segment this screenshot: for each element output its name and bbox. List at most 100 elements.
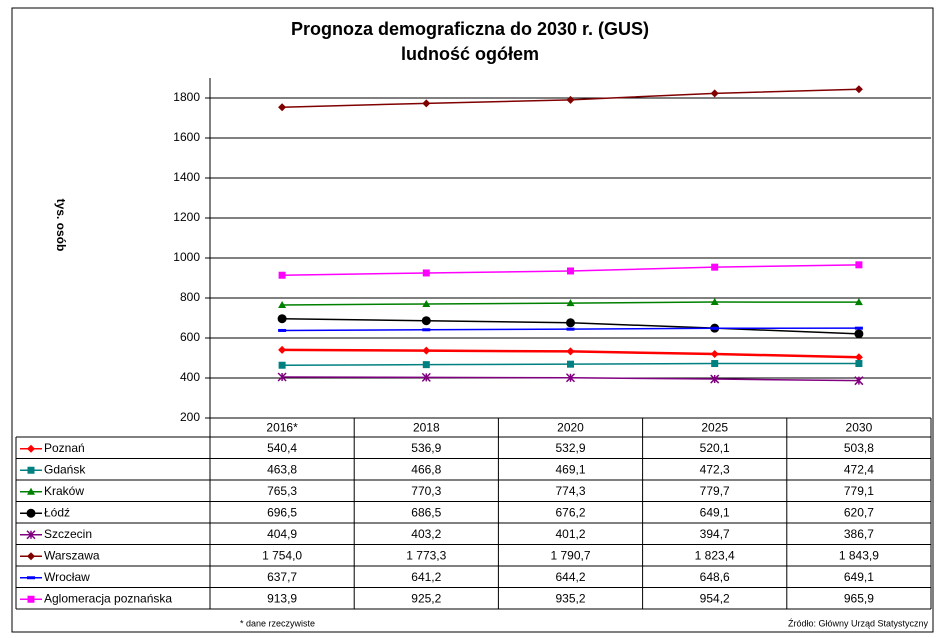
source: Źródło: Główny Urząd Statystyczny bbox=[788, 618, 929, 628]
x-tick-label: 2025 bbox=[701, 421, 728, 435]
table-value: 472,3 bbox=[700, 462, 730, 476]
marker bbox=[421, 316, 431, 326]
marker bbox=[278, 361, 286, 369]
marker bbox=[710, 374, 720, 384]
marker bbox=[278, 300, 287, 308]
marker bbox=[710, 298, 719, 306]
table-value: 540,4 bbox=[267, 441, 297, 455]
marker bbox=[710, 89, 719, 98]
y-tick-label: 1800 bbox=[173, 90, 200, 104]
table-value: 965,9 bbox=[844, 591, 874, 605]
table-value: 935,2 bbox=[555, 591, 585, 605]
table-value: 1 843,9 bbox=[839, 548, 879, 562]
y-tick-label: 200 bbox=[180, 410, 200, 424]
table-value: 913,9 bbox=[267, 591, 297, 605]
marker bbox=[854, 298, 863, 306]
y-tick-label: 800 bbox=[180, 290, 200, 304]
table-value: 696,5 bbox=[267, 505, 297, 519]
x-tick-label: 2020 bbox=[557, 421, 584, 435]
table-value: 770,3 bbox=[411, 484, 441, 498]
table-value: 466,8 bbox=[411, 462, 441, 476]
marker bbox=[422, 346, 431, 355]
x-tick-label: 2030 bbox=[846, 421, 873, 435]
marker bbox=[422, 361, 430, 369]
legend-label: Łódź bbox=[44, 505, 70, 519]
marker bbox=[27, 444, 35, 453]
table-value: 1 773,3 bbox=[406, 548, 446, 562]
legend-label: Kraków bbox=[44, 484, 84, 498]
marker bbox=[710, 349, 719, 358]
marker bbox=[565, 373, 576, 383]
table-value: 649,1 bbox=[700, 505, 730, 519]
legend-label: Aglomeracja poznańska bbox=[44, 591, 172, 605]
table-value: 779,7 bbox=[700, 484, 730, 498]
table-value: 765,3 bbox=[267, 484, 297, 498]
marker bbox=[278, 103, 287, 112]
marker bbox=[27, 552, 35, 561]
table-value: 404,9 bbox=[267, 527, 297, 541]
marker bbox=[422, 269, 430, 277]
table-value: 386,7 bbox=[844, 527, 874, 541]
marker bbox=[566, 347, 575, 356]
y-tick-label: 1200 bbox=[173, 210, 200, 224]
table-value: 1 790,7 bbox=[550, 548, 590, 562]
table-value: 1 823,4 bbox=[695, 548, 735, 562]
marker bbox=[26, 508, 36, 518]
marker bbox=[27, 487, 35, 495]
table-value: 394,7 bbox=[700, 527, 730, 541]
marker bbox=[422, 99, 431, 108]
marker bbox=[855, 261, 863, 269]
marker bbox=[711, 263, 719, 271]
marker bbox=[567, 267, 574, 275]
table-value: 648,6 bbox=[700, 570, 730, 584]
y-axis-label: tys. osób bbox=[54, 199, 68, 252]
marker bbox=[854, 353, 863, 362]
marker bbox=[421, 372, 431, 382]
marker bbox=[27, 466, 35, 474]
marker bbox=[26, 530, 36, 540]
legend-label: Warszawa bbox=[44, 548, 100, 562]
legend-label: Gdańsk bbox=[44, 462, 86, 476]
y-tick-label: 600 bbox=[180, 330, 200, 344]
table-value: 503,8 bbox=[844, 441, 874, 455]
table-value: 649,1 bbox=[844, 570, 874, 584]
table-value: 954,2 bbox=[700, 591, 730, 605]
table-value: 925,2 bbox=[411, 591, 441, 605]
legend-label: Szczecin bbox=[44, 527, 92, 541]
marker bbox=[278, 345, 287, 354]
marker bbox=[277, 372, 287, 382]
marker bbox=[566, 318, 575, 328]
marker bbox=[566, 299, 575, 307]
marker bbox=[711, 360, 719, 368]
legend-label: Wrocław bbox=[44, 570, 90, 584]
table-value: 520,1 bbox=[700, 441, 730, 455]
chart-title: Prognoza demograficzna do 2030 r. (GUS) bbox=[291, 19, 649, 39]
table-value: 641,2 bbox=[411, 570, 441, 584]
table-value: 620,7 bbox=[844, 505, 874, 519]
y-tick-label: 400 bbox=[180, 370, 200, 384]
chart-frame bbox=[11, 7, 934, 633]
marker bbox=[854, 85, 863, 94]
table-value: 637,7 bbox=[267, 570, 297, 584]
table-value: 401,2 bbox=[555, 527, 585, 541]
chart-subtitle: ludność ogółem bbox=[401, 44, 539, 64]
table-value: 644,2 bbox=[555, 570, 585, 584]
marker bbox=[566, 95, 575, 104]
marker bbox=[278, 271, 286, 279]
marker bbox=[27, 595, 35, 603]
table-value: 532,9 bbox=[555, 441, 585, 455]
x-tick-label: 2016* bbox=[266, 421, 298, 435]
marker bbox=[567, 360, 574, 368]
y-tick-label: 1400 bbox=[173, 170, 200, 184]
table-value: 472,4 bbox=[844, 462, 874, 476]
table-value: 403,2 bbox=[411, 527, 441, 541]
y-tick-label: 1000 bbox=[173, 250, 200, 264]
x-tick-label: 2018 bbox=[413, 421, 440, 435]
table-value: 676,2 bbox=[555, 505, 585, 519]
marker bbox=[855, 360, 863, 368]
table-value: 536,9 bbox=[411, 441, 441, 455]
marker bbox=[854, 329, 864, 339]
marker bbox=[854, 376, 864, 386]
marker bbox=[422, 299, 431, 307]
